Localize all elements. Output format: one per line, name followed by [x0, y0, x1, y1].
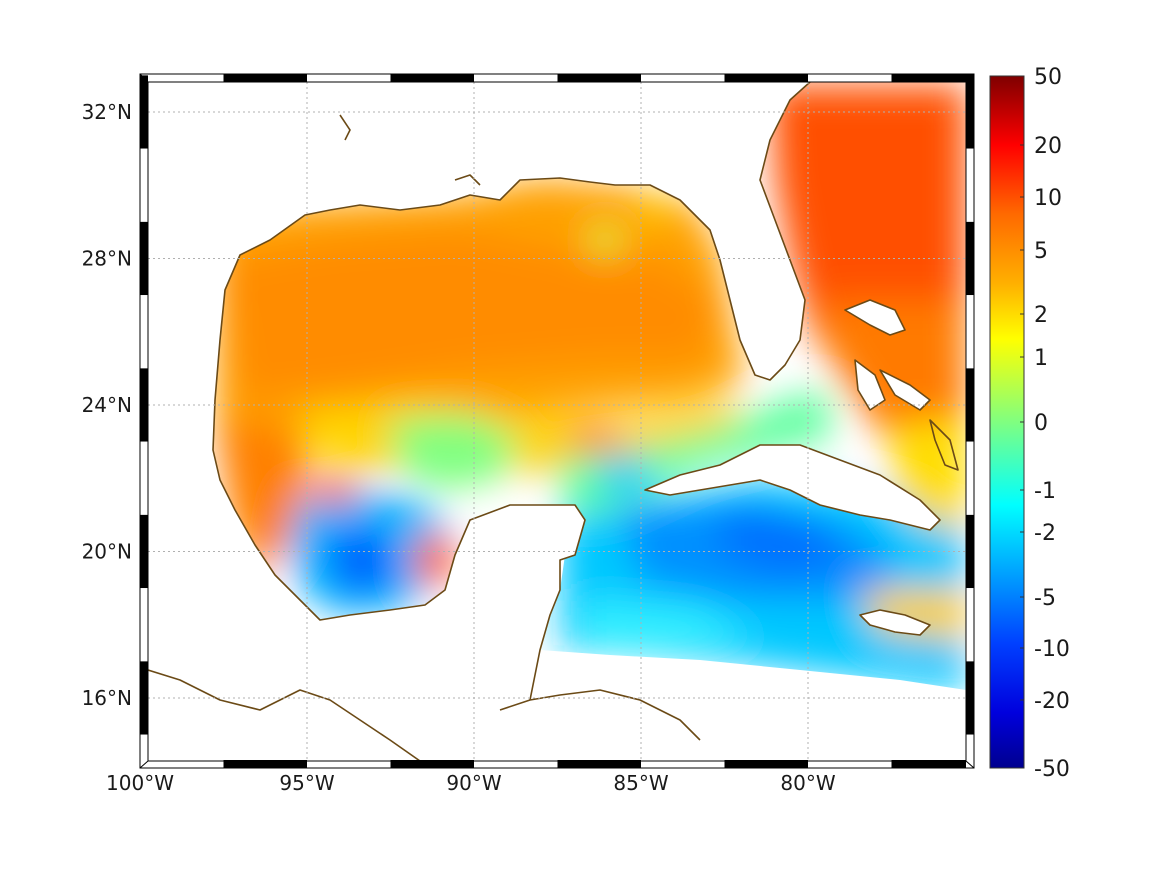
frame-segment	[140, 221, 148, 296]
longitude-labels: 100°W 95°W 90°W 85°W 80°W	[106, 771, 836, 795]
lon-tick-label: 95°W	[279, 771, 334, 795]
colorbar-gradient	[989, 75, 1025, 769]
frame-segment	[223, 760, 307, 768]
frame-segment	[966, 588, 974, 662]
frame-segment	[140, 295, 148, 369]
lat-tick-label: 24°N	[82, 393, 132, 417]
frame-segment	[140, 74, 224, 82]
frame-segment	[724, 760, 808, 768]
land-areas	[148, 82, 966, 761]
frame-corner	[965, 73, 975, 83]
colorbar-tick-label: -20	[1034, 689, 1070, 714]
frame-segment	[140, 75, 148, 149]
colorbar-tick-label: 50	[1034, 65, 1062, 90]
colorbar-tick-label: -10	[1034, 637, 1070, 662]
frame-segment	[891, 760, 974, 768]
lat-tick-label: 16°N	[82, 686, 132, 710]
frame-segment	[307, 74, 391, 82]
frame-segment	[891, 74, 974, 82]
frame-segment	[641, 74, 725, 82]
map-frame	[139, 73, 975, 769]
frame-segment	[390, 760, 474, 768]
frame-segment	[140, 441, 148, 515]
colorbar-tick-label: 5	[1034, 239, 1048, 264]
frame-segment	[966, 368, 974, 442]
frame-segment	[966, 734, 974, 768]
frame-segment	[474, 74, 558, 82]
frame-segment	[966, 148, 974, 222]
lat-tick-label: 20°N	[82, 540, 132, 564]
frame-segment	[724, 74, 808, 82]
frame-segment	[140, 148, 148, 222]
frame-segment	[223, 74, 307, 82]
colorbar-tick-label: -50	[1034, 757, 1070, 782]
frame-segment	[808, 74, 892, 82]
frame-segment	[557, 74, 641, 82]
frame-segment	[390, 74, 474, 82]
frame-segment	[966, 75, 974, 149]
frame-segment	[140, 661, 148, 735]
lon-tick-label: 90°W	[446, 771, 501, 795]
colorbar-tick-label: 1	[1034, 346, 1048, 371]
colorbar-tick-label: 10	[1034, 186, 1062, 211]
gridlines	[148, 82, 966, 761]
lat-tick-label: 32°N	[82, 100, 132, 124]
colorbar-tick-label: 2	[1034, 303, 1048, 328]
colorbar-tick-label: 20	[1034, 134, 1062, 159]
latitude-labels: 32°N 28°N 24°N 20°N 16°N	[82, 100, 132, 710]
frame-segment	[641, 760, 725, 768]
frame-segment	[966, 221, 974, 296]
colorbar-tick-label: 0	[1034, 411, 1048, 436]
frame-segment	[307, 760, 391, 768]
frame-segment	[140, 588, 148, 662]
frame-segment	[140, 368, 148, 442]
frame-outline	[139, 73, 975, 769]
lat-tick-label: 28°N	[82, 247, 132, 271]
frame-segment	[557, 760, 641, 768]
frame-segment	[966, 514, 974, 589]
colorbar-tick-label: -1	[1034, 479, 1056, 504]
colorbar-tick-label: -5	[1034, 586, 1056, 611]
frame-corner	[965, 760, 975, 769]
lon-tick-label: 85°W	[613, 771, 668, 795]
frame-segment	[140, 760, 224, 768]
frame-segment	[140, 514, 148, 589]
lon-tick-label: 100°W	[106, 771, 174, 795]
frame-corner	[139, 73, 149, 83]
frame-segment	[966, 295, 974, 369]
frame-corner	[139, 760, 149, 769]
frame-segment	[966, 441, 974, 515]
frame-segment	[140, 734, 148, 768]
lon-tick-label: 80°W	[780, 771, 835, 795]
frame-segment	[966, 661, 974, 735]
frame-outline	[147, 81, 967, 762]
colorbar-tick-label: -2	[1034, 521, 1056, 546]
frame-segment	[808, 760, 892, 768]
frame-segment	[474, 760, 558, 768]
